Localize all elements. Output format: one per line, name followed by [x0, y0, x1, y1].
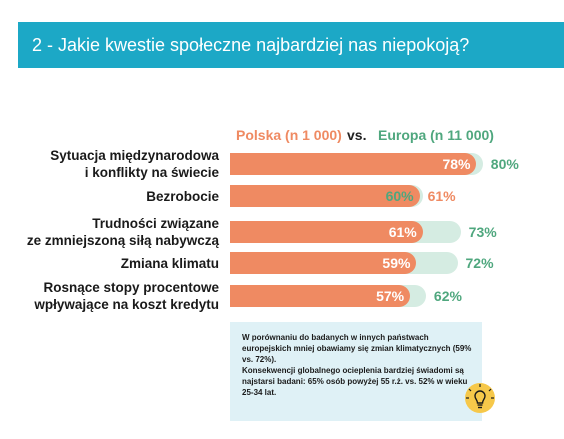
info-note: W porównaniu do badanych w innych państw…: [230, 322, 482, 421]
note-text-2: Konsekwencji globalnego ocieplenia bardz…: [242, 366, 468, 397]
value-label-europa: 80%: [490, 156, 519, 172]
bar-polska: [230, 252, 417, 274]
category-label: Trudności związane ze zmniejszoną siłą n…: [26, 216, 219, 248]
category-label: Sytuacja międzynarodowa i konflikty na ś…: [50, 148, 219, 180]
category-label: Zmiana klimatu: [120, 255, 219, 271]
bar-polska: [230, 221, 423, 243]
bar-polska: [230, 153, 477, 175]
value-label-europa: 72%: [465, 255, 494, 271]
legend-vs: vs.: [347, 127, 367, 143]
value-label-polska: 78%: [442, 156, 471, 172]
category-label: Rosnące stopy procentowe wpływające na k…: [34, 280, 219, 312]
value-label-polska: 60%: [385, 188, 414, 204]
value-label-europa: 73%: [468, 224, 497, 240]
value-label-europa: 62%: [433, 288, 462, 304]
note-text-1: W porównaniu do badanych w innych państw…: [242, 333, 472, 364]
category-label: Bezrobocie: [146, 188, 219, 204]
page-title: 2 - Jakie kwestie społeczne najbardziej …: [18, 22, 564, 68]
lightbulb-icon: [465, 383, 495, 413]
value-label-europa: 61%: [427, 188, 456, 204]
value-label-polska: 61%: [388, 224, 417, 240]
value-label-polska: 57%: [376, 288, 405, 304]
bar-polska: [230, 285, 411, 307]
bar-europa: [230, 185, 420, 207]
value-label-polska: 59%: [382, 255, 411, 271]
legend-polska: Polska (n 1 000): [236, 127, 342, 143]
legend-europa: Europa (n 11 000): [378, 127, 494, 143]
